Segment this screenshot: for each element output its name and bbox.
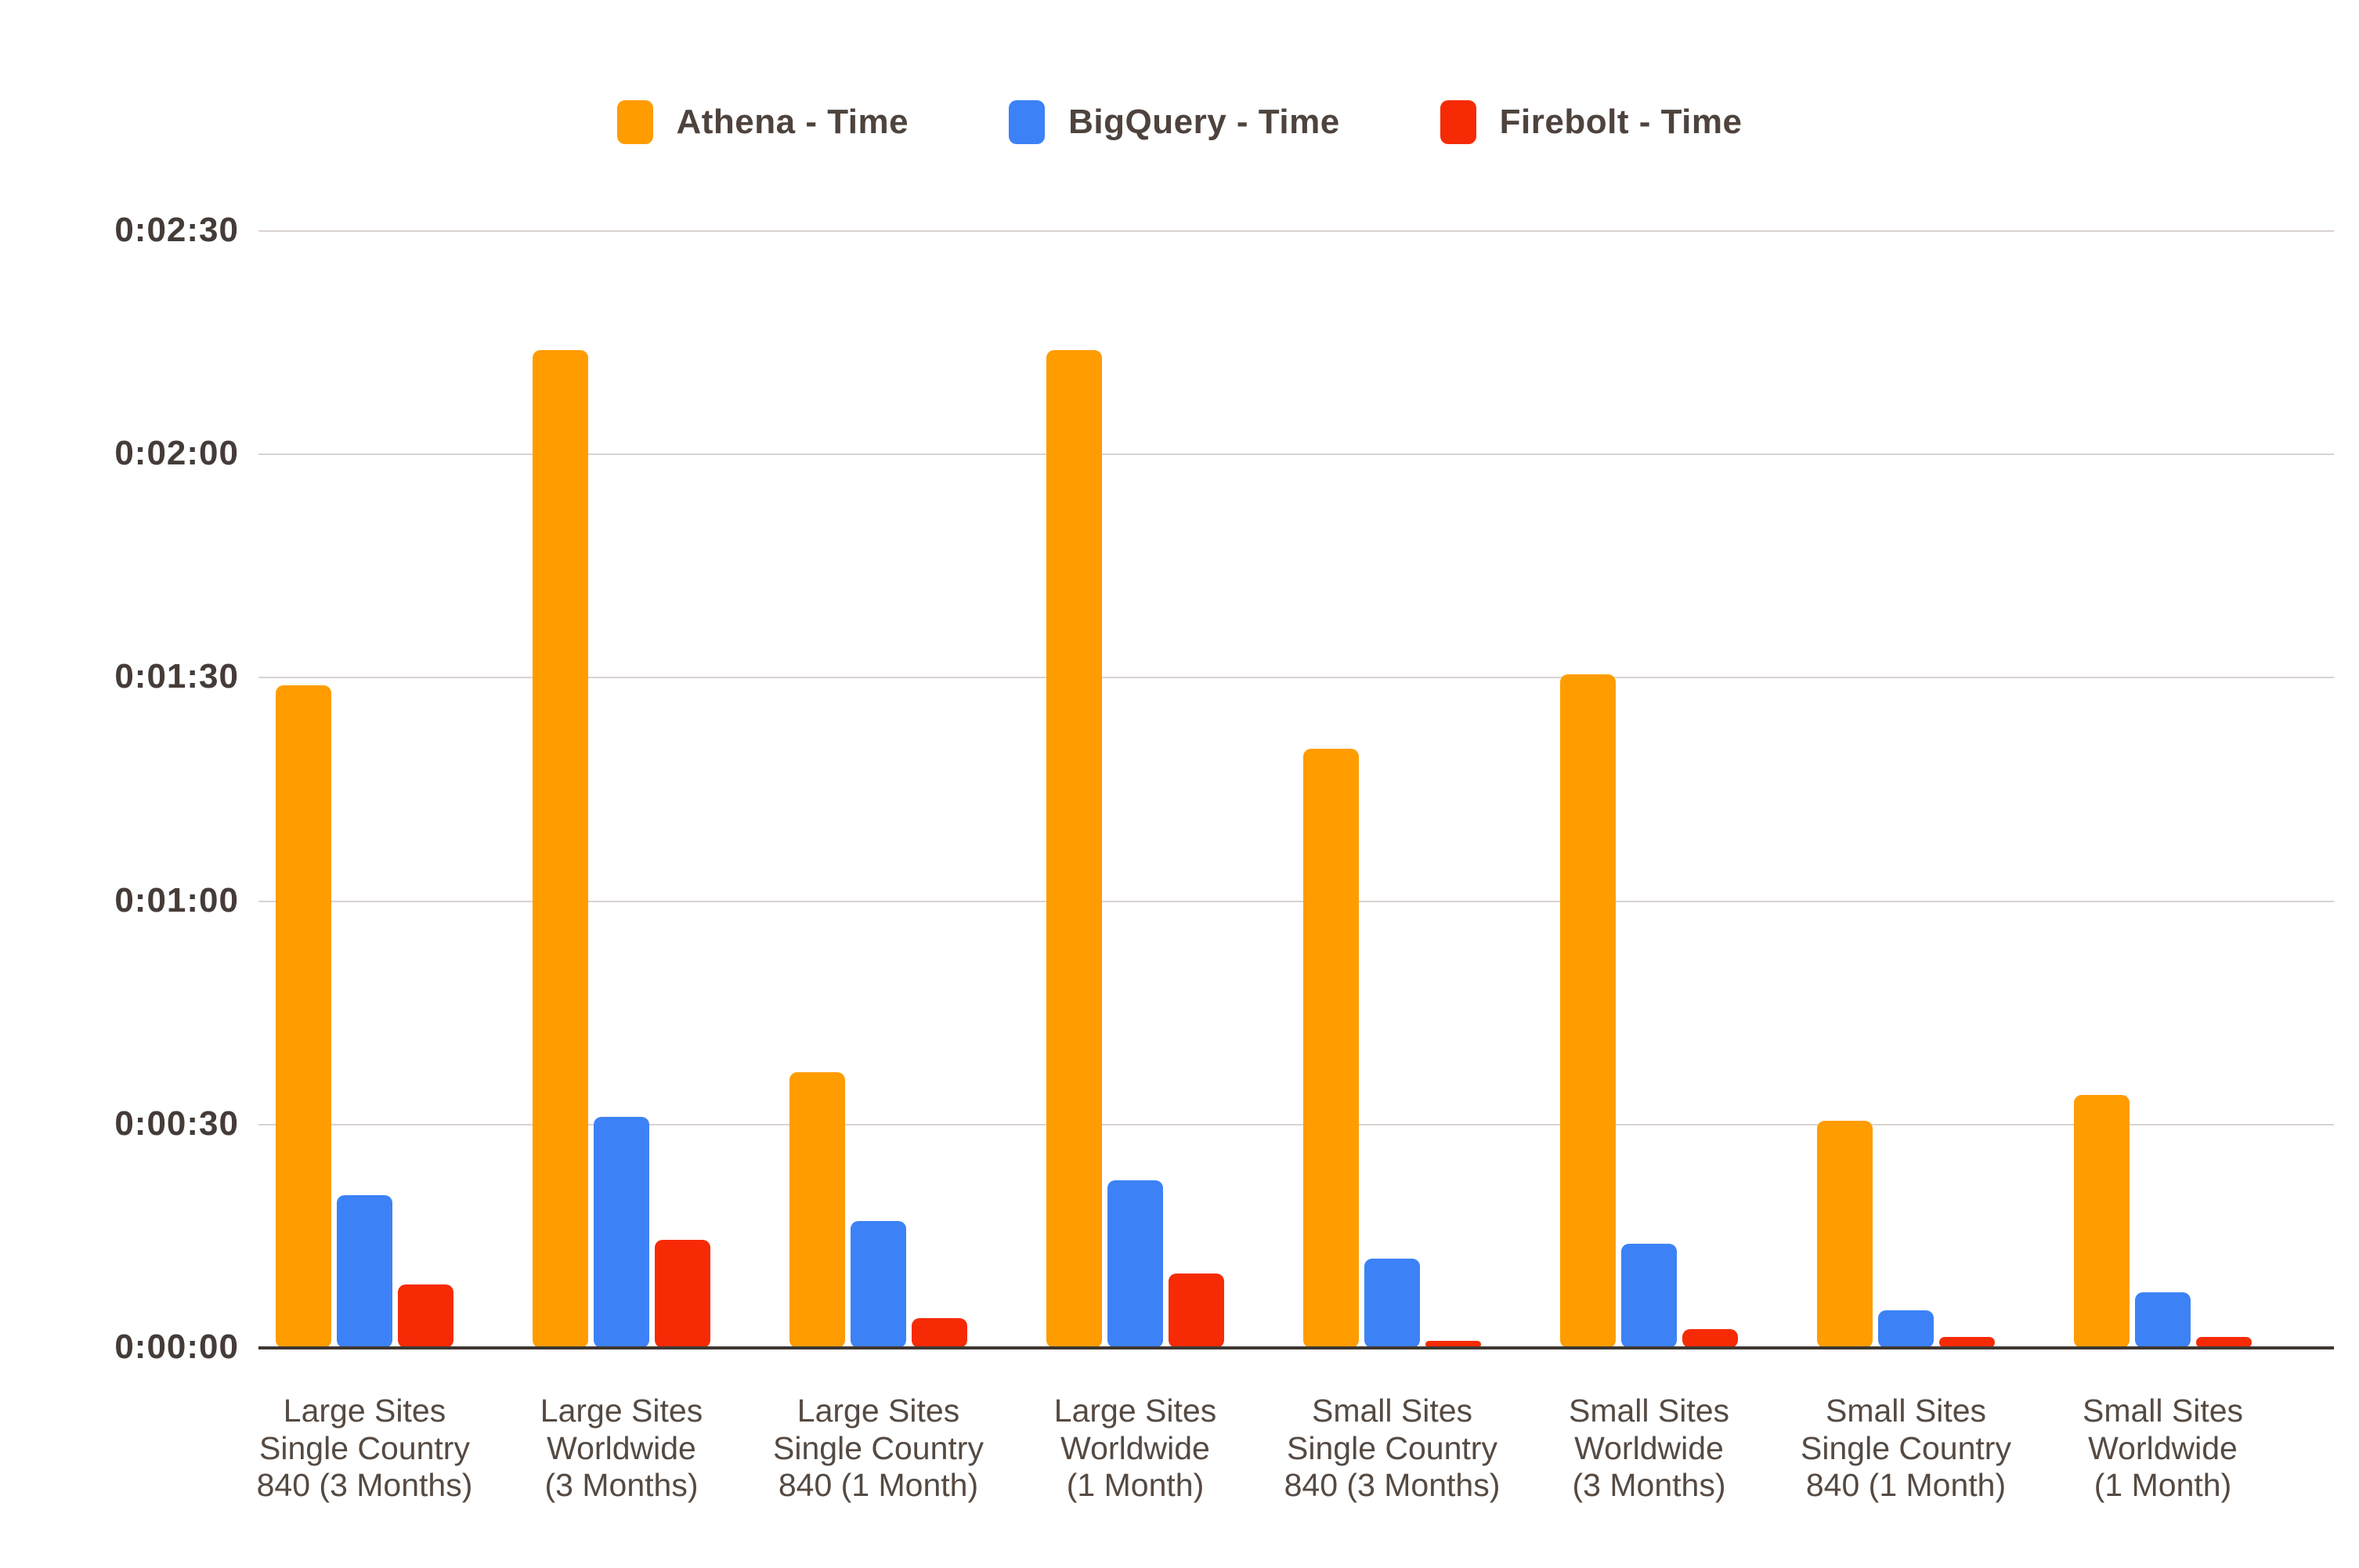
- bar-athena[interactable]: [1046, 350, 1102, 1348]
- bar-bigquery[interactable]: [2135, 1292, 2191, 1348]
- bar-bigquery[interactable]: [594, 1117, 649, 1348]
- bar-firebolt[interactable]: [1425, 1340, 1481, 1348]
- gridline: [258, 453, 2334, 456]
- y-tick-label: 0:02:30: [114, 211, 239, 249]
- y-tick-label: 0:02:00: [114, 434, 239, 473]
- bar-group: [1046, 231, 1224, 1348]
- x-category-label-line: Large Sites: [797, 1393, 960, 1429]
- y-tick-label: 0:00:00: [114, 1328, 239, 1366]
- x-category-label-line: Worldwide: [547, 1429, 696, 1466]
- plot-area: [258, 230, 2334, 1349]
- x-category-label-line: 840 (3 Months): [1284, 1467, 1501, 1504]
- bar-bigquery[interactable]: [1621, 1243, 1677, 1348]
- y-tick-label: 0:01:00: [114, 880, 239, 919]
- bar-bigquery[interactable]: [1364, 1258, 1420, 1348]
- bar-firebolt[interactable]: [1169, 1273, 1224, 1348]
- bar-athena[interactable]: [1560, 674, 1616, 1348]
- x-category-label-line: 840 (3 Months): [256, 1467, 473, 1504]
- legend-label: BigQuery - Time: [1068, 103, 1340, 141]
- x-category-label-line: Large Sites: [540, 1393, 703, 1429]
- y-tick-label: 0:00:30: [114, 1104, 239, 1143]
- x-category-label: Large Sites Worldwide (1 Month): [967, 1393, 1304, 1505]
- legend-swatch-icon: [1009, 100, 1046, 144]
- x-category-label-line: Single Country: [259, 1429, 470, 1466]
- x-category-label-line: Large Sites: [283, 1393, 446, 1429]
- x-category-label-line: Small Sites: [1568, 1393, 1730, 1429]
- x-category-label-line: Small Sites: [2082, 1393, 2244, 1429]
- x-category-label-line: Single Country: [1801, 1429, 2011, 1466]
- x-category-label: Large Sites Single Country 840 (1 Month): [710, 1393, 1047, 1505]
- legend-label: Firebolt - Time: [1499, 103, 1743, 141]
- x-category-label-line: 840 (1 Month): [1805, 1467, 2007, 1504]
- x-category-label: Large Sites Single Country 840 (3 Months): [197, 1393, 533, 1505]
- x-category-label: Small Sites Worldwide (3 Months): [1481, 1393, 1818, 1505]
- x-axis-line: [258, 1346, 2334, 1349]
- bar-athena[interactable]: [1817, 1121, 1873, 1348]
- x-category-label: Small Sites Single Country 840 (3 Months): [1224, 1393, 1561, 1505]
- bar-athena[interactable]: [789, 1072, 845, 1348]
- bar-bigquery[interactable]: [1878, 1310, 1934, 1348]
- legend-item-bigquery[interactable]: BigQuery - Time: [1009, 100, 1340, 144]
- x-category-label: Small Sites Worldwide (1 Month): [1995, 1393, 2332, 1505]
- bar-bigquery[interactable]: [1107, 1180, 1163, 1348]
- y-tick-label: 0:01:30: [114, 657, 239, 696]
- bar-group: [1560, 231, 1738, 1348]
- bar-athena[interactable]: [1303, 748, 1359, 1348]
- bar-group: [1303, 231, 1481, 1348]
- x-category-label-line: Single Country: [773, 1429, 984, 1466]
- x-category-label-line: Small Sites: [1311, 1393, 1473, 1429]
- x-category-label-line: Worldwide: [1060, 1429, 1210, 1466]
- gridline: [258, 230, 2334, 232]
- bar-group: [789, 231, 967, 1348]
- bar-group: [276, 231, 453, 1348]
- x-category-label-line: 840 (1 Month): [778, 1467, 979, 1504]
- x-category-label: Small Sites Single Country 840 (1 Month): [1738, 1393, 2075, 1505]
- x-category-label: Large Sites Worldwide (3 Months): [453, 1393, 790, 1505]
- gridline: [258, 677, 2334, 679]
- legend: Athena - Time BigQuery - Time Firebolt - T…: [0, 100, 2359, 144]
- x-category-label-line: Single Country: [1287, 1429, 1497, 1466]
- bar-firebolt[interactable]: [2196, 1336, 2252, 1348]
- x-category-label-line: Worldwide: [2088, 1429, 2238, 1466]
- legend-swatch-icon: [616, 100, 653, 144]
- bar-bigquery[interactable]: [337, 1195, 392, 1348]
- bar-bigquery[interactable]: [851, 1221, 906, 1348]
- x-category-label-line: (1 Month): [2093, 1467, 2232, 1504]
- legend-item-athena[interactable]: Athena - Time: [616, 100, 909, 144]
- bar-firebolt[interactable]: [398, 1284, 453, 1348]
- x-category-label-line: Worldwide: [1574, 1429, 1724, 1466]
- bar-firebolt[interactable]: [912, 1317, 967, 1348]
- x-category-label-line: Large Sites: [1053, 1393, 1217, 1429]
- bar-firebolt[interactable]: [1682, 1329, 1738, 1348]
- bar-group: [1817, 231, 1995, 1348]
- x-category-label-line: Small Sites: [1825, 1393, 1987, 1429]
- bar-athena[interactable]: [2074, 1094, 2130, 1348]
- bar-athena[interactable]: [276, 685, 331, 1348]
- x-category-label-line: (1 Month): [1066, 1467, 1205, 1504]
- legend-swatch-icon: [1440, 100, 1476, 144]
- bar-firebolt[interactable]: [655, 1240, 710, 1348]
- gridline: [258, 900, 2334, 902]
- bar-firebolt[interactable]: [1939, 1336, 1995, 1348]
- legend-label: Athena - Time: [676, 103, 909, 141]
- bar-group: [2074, 231, 2252, 1348]
- bar-group: [533, 231, 710, 1348]
- legend-item-firebolt[interactable]: Firebolt - Time: [1440, 100, 1743, 144]
- x-category-label-line: (3 Months): [544, 1467, 699, 1504]
- gridline: [258, 1123, 2334, 1125]
- x-category-label-line: (3 Months): [1572, 1467, 1726, 1504]
- bar-athena[interactable]: [533, 350, 588, 1348]
